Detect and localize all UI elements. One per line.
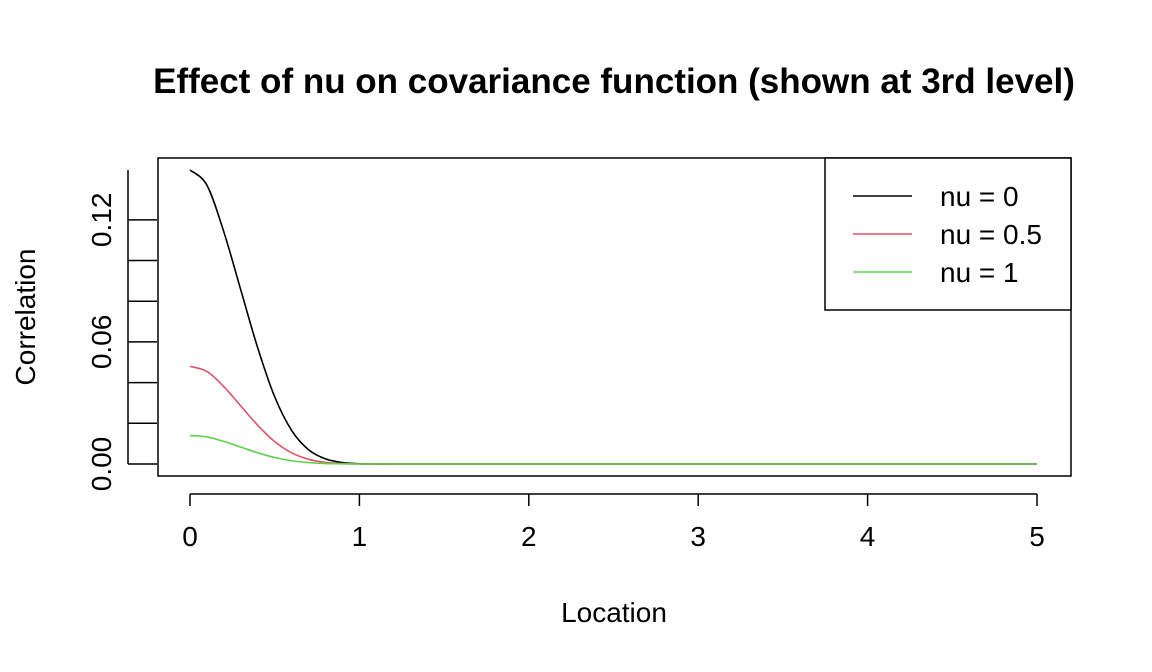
x-tick-label-0: 0 bbox=[182, 521, 198, 552]
legend: nu = 0 nu = 0.5 nu = 1 bbox=[824, 157, 1072, 311]
plot-frame bbox=[157, 157, 1072, 477]
chart-title: Effect of nu on covariance function (sho… bbox=[153, 62, 1075, 101]
x-tick-label-5: 5 bbox=[1029, 521, 1045, 552]
y-tick-label-2: 0.12 bbox=[86, 193, 117, 248]
y-tick-label-0: 0.00 bbox=[86, 437, 117, 492]
x-axis-label: Location bbox=[561, 597, 667, 628]
y-axis: 0.00 0.06 0.12 bbox=[86, 170, 157, 491]
x-tick-label-1: 1 bbox=[352, 521, 368, 552]
series-line-2 bbox=[189, 434, 1037, 465]
series-line-1 bbox=[189, 365, 1037, 465]
x-tick-label-4: 4 bbox=[860, 521, 876, 552]
x-axis: 0 1 2 3 4 5 bbox=[182, 493, 1045, 552]
legend-label-0: nu = 0 bbox=[940, 181, 1019, 212]
series-group bbox=[189, 169, 1037, 465]
x-tick-label-2: 2 bbox=[521, 521, 537, 552]
legend-label-2: nu = 1 bbox=[940, 257, 1019, 288]
x-tick-label-3: 3 bbox=[690, 521, 706, 552]
legend-label-1: nu = 0.5 bbox=[940, 219, 1042, 250]
y-axis-label: Correlation bbox=[10, 249, 41, 386]
y-tick-label-1: 0.06 bbox=[86, 315, 117, 370]
